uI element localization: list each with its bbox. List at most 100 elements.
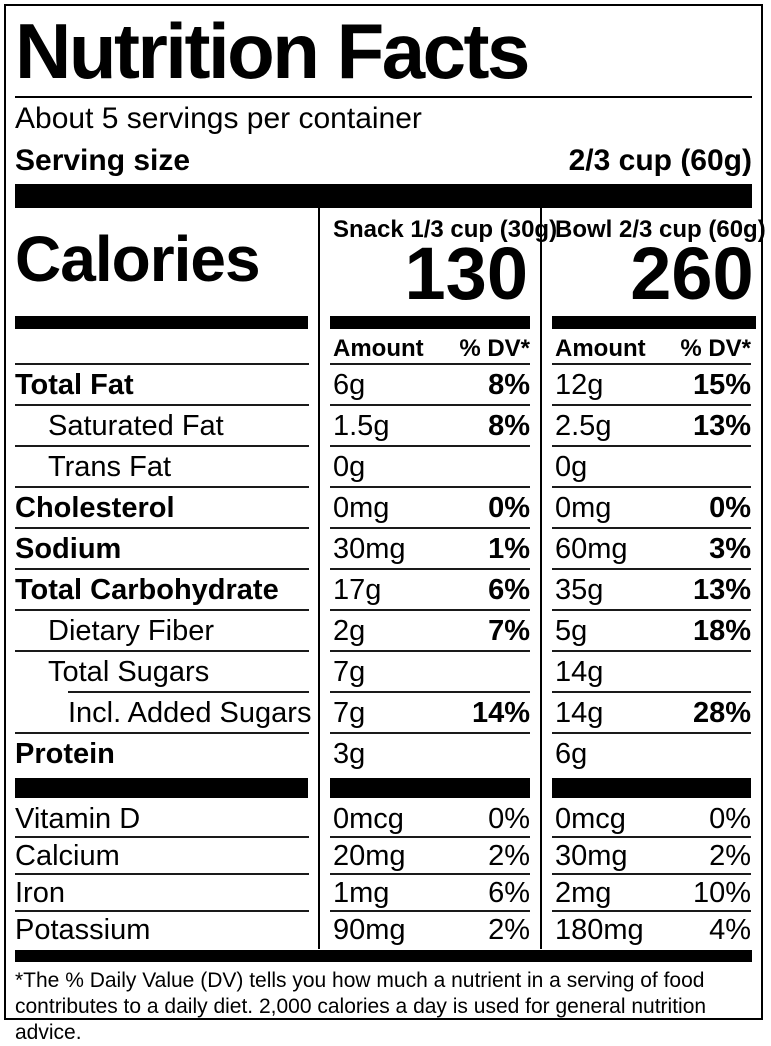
bowl-dv: 0% [709, 492, 751, 524]
table-row-protein: Protein 3g 6g [6, 734, 761, 775]
snack-dv: 0% [488, 492, 530, 524]
snack-amount: 0mg [333, 492, 390, 524]
snack-amount: 1.5g [333, 410, 390, 442]
nutrient-name: Potassium [15, 914, 151, 946]
bowl-dv-header: % DV* [680, 334, 751, 362]
bowl-amount: 2.5g [555, 410, 612, 442]
nutrient-name: Trans Fat [48, 451, 172, 483]
bowl-amount: 0g [555, 451, 588, 483]
table-row-cholesterol: Cholesterol 0mg 0% 0mg 0% [6, 488, 761, 529]
table-row-potassium: Potassium 90mg 2% 180mg 4% [6, 912, 761, 949]
title-divider [15, 96, 752, 98]
nutrient-name: Incl. Added Sugars [68, 697, 312, 729]
snack-dv: 6% [488, 877, 530, 909]
snack-dv: 2% [488, 914, 530, 946]
snack-column-header-cell: Snack 1/3 cup (30g) 130 [318, 208, 557, 332]
nutrient-name: Saturated Fat [48, 410, 224, 442]
snack-dv: 8% [488, 410, 530, 442]
nutrient-name: Cholesterol [15, 492, 175, 524]
nutrient-name: Total Sugars [48, 656, 210, 688]
nutrient-name: Total Fat [15, 369, 134, 401]
servings-per-container: About 5 servings per container [15, 102, 422, 135]
divider-bar [330, 778, 530, 798]
bowl-amount: 30mg [555, 840, 628, 872]
amount-dv-header-row: Amount % DV* Amount % DV* [6, 332, 761, 365]
bowl-dv: 15% [692, 369, 751, 401]
nutrient-name: Vitamin D [15, 803, 141, 835]
table-row-trans-fat: Trans Fat 0g 0g [6, 447, 761, 488]
divider-bar [552, 778, 751, 798]
snack-amount: 6g [333, 369, 366, 401]
nutrient-name: Calcium [15, 840, 120, 872]
calories-underbar [15, 316, 308, 329]
nutrient-name: Dietary Fiber [48, 615, 214, 647]
bowl-dv: 0% [709, 803, 751, 835]
bowl-dv: 13% [692, 574, 751, 606]
bowl-amount: 0mg [555, 492, 612, 524]
serving-size-value: 2/3 cup (60g) [568, 144, 752, 177]
page-title: Nutrition Facts [15, 7, 530, 95]
snack-amount: 20mg [333, 840, 406, 872]
calories-label: Calories [15, 222, 261, 295]
nutrient-name: Protein [15, 738, 115, 770]
nutrient-name: Iron [15, 877, 65, 909]
snack-dv: 6% [488, 574, 530, 606]
table-row-total-carbohydrate: Total Carbohydrate 17g 6% 35g 13% [6, 570, 761, 611]
snack-amount: 3g [333, 738, 366, 770]
table-row-added-sugars: Incl. Added Sugars 7g 14% 14g 28% [6, 693, 761, 734]
table-row-total-fat: Total Fat 6g 8% 12g 15% [6, 365, 761, 406]
snack-calories-value: 130 [404, 232, 528, 315]
calories-cell: Calories [6, 208, 318, 332]
table-row-saturated-fat: Saturated Fat 1.5g 8% 2.5g 13% [6, 406, 761, 447]
bowl-column-title: Bowl 2/3 cup (60g) [555, 216, 766, 243]
bowl-amount: 60mg [555, 533, 628, 565]
nutrient-name: Sodium [15, 533, 122, 565]
snack-dv: 14% [471, 697, 530, 729]
bowl-amount: 2mg [555, 877, 612, 909]
snack-calories-underbar [330, 316, 530, 329]
snack-amount: 7g [333, 697, 366, 729]
table-row-iron: Iron 1mg 6% 2mg 10% [6, 875, 761, 912]
snack-amount: 2g [333, 615, 366, 647]
bowl-amount: 180mg [555, 914, 644, 946]
bowl-amount: 0mcg [555, 803, 626, 835]
snack-amount: 0mcg [333, 803, 404, 835]
divider-bar [15, 778, 308, 798]
bowl-column-header-cell: Bowl 2/3 cup (60g) 260 [540, 208, 766, 332]
snack-amount-dv-header: Amount % DV* [318, 332, 540, 365]
serving-size-label: Serving size [15, 144, 191, 177]
calories-row: Calories Snack 1/3 cup (30g) 130 Bowl 2/… [6, 208, 766, 332]
bowl-calories-underbar [552, 316, 756, 329]
snack-amount: 1mg [333, 877, 390, 909]
snack-dv: 8% [488, 369, 530, 401]
bowl-amount: 6g [555, 738, 588, 770]
nutrition-facts-label: Nutrition Facts About 5 servings per con… [4, 4, 766, 1044]
bowl-amount: 14g [555, 697, 604, 729]
snack-amount: 0g [333, 451, 366, 483]
table-row-sodium: Sodium 30mg 1% 60mg 3% [6, 529, 761, 570]
table-row-total-sugars: Total Sugars 7g 14g [6, 652, 761, 693]
snack-dv: 1% [488, 533, 530, 565]
bowl-dv: 13% [692, 410, 751, 442]
snack-amount: 17g [333, 574, 382, 606]
footnote-line-2: contributes to a daily diet. 2,000 calor… [15, 995, 707, 1044]
snack-amount-header: Amount [333, 334, 424, 362]
snack-dv-header: % DV* [459, 334, 530, 362]
bowl-dv: 4% [709, 914, 751, 946]
thick-divider-bottom [15, 950, 752, 962]
bowl-dv: 10% [692, 877, 751, 909]
snack-amount: 30mg [333, 533, 406, 565]
snack-dv: 0% [488, 803, 530, 835]
bowl-amount: 35g [555, 574, 604, 606]
bowl-dv: 28% [692, 697, 751, 729]
bowl-amount-dv-header: Amount % DV* [540, 332, 761, 365]
bowl-amount: 5g [555, 615, 588, 647]
snack-amount: 90mg [333, 914, 406, 946]
snack-dv: 7% [488, 615, 530, 647]
thick-divider-top [15, 184, 752, 208]
nutrient-name: Total Carbohydrate [15, 574, 279, 606]
table-row-calcium: Calcium 20mg 2% 30mg 2% [6, 838, 761, 875]
bowl-calories-value: 260 [630, 232, 754, 315]
snack-dv: 2% [488, 840, 530, 872]
bowl-dv: 2% [709, 840, 751, 872]
